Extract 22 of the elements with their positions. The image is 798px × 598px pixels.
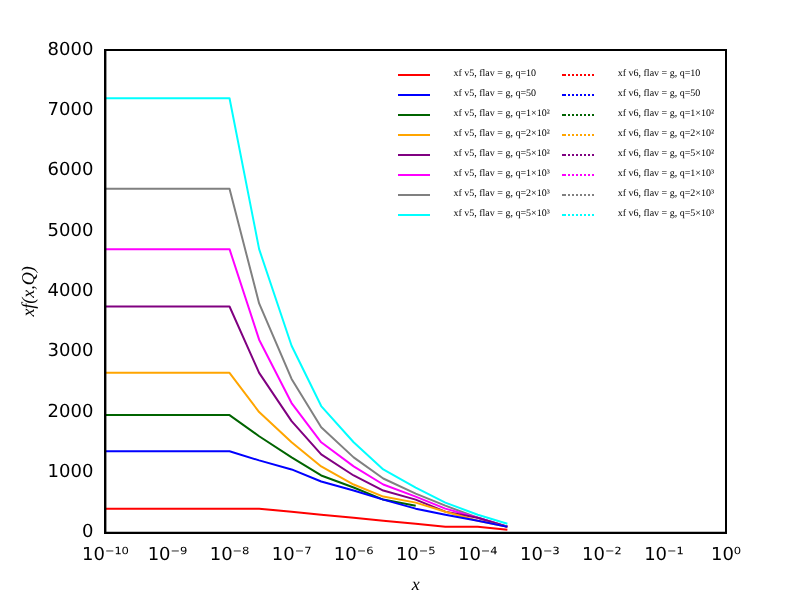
y-tick-label: 2000 — [47, 402, 94, 423]
y-tick-label: 3000 — [47, 342, 94, 363]
x-tick-label: 10⁰ — [710, 546, 742, 567]
x-tick-label: 10⁻⁵ — [395, 546, 437, 567]
x-tick-label: 10⁻⁹ — [147, 546, 189, 567]
x-tick-label: 10⁻² — [582, 546, 623, 567]
x-tick-label: 10⁻⁶ — [333, 546, 375, 567]
y-tick-label: 6000 — [47, 161, 94, 182]
x-tick-label: 10⁻⁷ — [271, 546, 313, 567]
y-tick-label: 7000 — [47, 101, 94, 122]
y-tick-label: 4000 — [47, 282, 94, 303]
x-tick-label: 10⁻⁸ — [209, 546, 251, 567]
y-axis-title: xf(x,Q) — [17, 266, 38, 319]
y-tick-label: 5000 — [47, 221, 94, 242]
y-tick-label: 0 — [81, 523, 94, 544]
y-tick-label: 8000 — [47, 40, 94, 61]
x-tick-label: 10⁻¹ — [644, 546, 685, 567]
x-tick-label: 10⁻¹⁰ — [81, 546, 130, 567]
x-tick-label: 10⁻⁴ — [457, 546, 499, 567]
x-tick-label: 10⁻³ — [520, 546, 561, 567]
y-tick-label: 1000 — [47, 463, 94, 484]
x-axis-title: x — [409, 573, 420, 594]
